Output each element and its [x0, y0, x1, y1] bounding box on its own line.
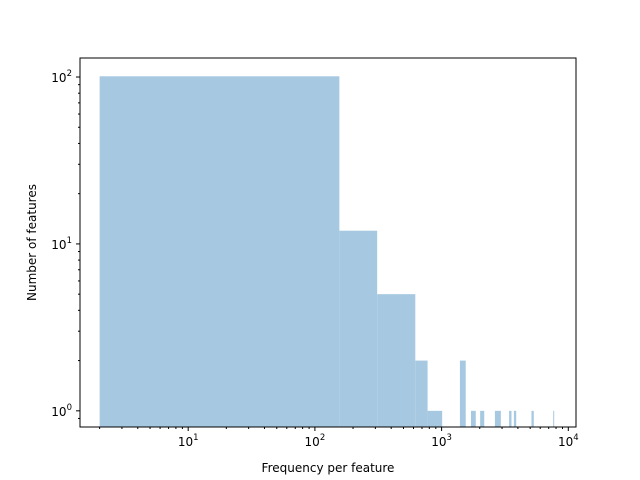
y-tick-label: 101	[51, 236, 72, 252]
histogram-bar-10	[509, 410, 512, 427]
histogram-bar-12	[531, 410, 534, 427]
ticks-layer: 101 102 103 104 100 101 102	[51, 69, 578, 449]
y-tick-label: 102	[51, 69, 72, 85]
histogram-bar-1	[99, 76, 340, 428]
x-tick-label: 101	[178, 433, 199, 449]
histogram-bar-6	[459, 360, 466, 427]
histogram-bar-9	[494, 410, 501, 427]
plot-frame	[79, 57, 577, 428]
histogram-bar-8	[480, 410, 485, 427]
histogram-bar-3	[377, 294, 416, 427]
y-axis-label: Number of features	[25, 184, 39, 301]
y-tick-label: 100	[51, 403, 72, 419]
histogram-bar-4	[415, 360, 428, 427]
histogram-bar-11	[513, 410, 517, 427]
x-tick-label: 102	[305, 433, 326, 449]
histogram-bar-7	[470, 410, 476, 427]
histogram-bar-5	[427, 410, 443, 427]
x-tick-label: 103	[431, 433, 452, 449]
x-axis-label: Frequency per feature	[262, 461, 395, 475]
bars-layer	[99, 76, 555, 428]
histogram-bar-13	[553, 410, 555, 427]
histogram-bar-2	[339, 230, 378, 427]
x-tick-label: 104	[558, 433, 579, 449]
